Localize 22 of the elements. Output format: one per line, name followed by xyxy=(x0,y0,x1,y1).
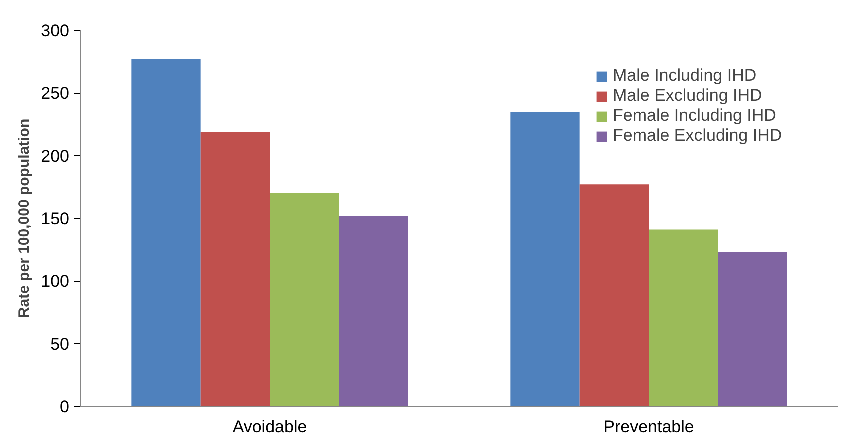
legend-label: Female Including IHD xyxy=(613,106,776,126)
bar xyxy=(339,216,408,406)
y-tick-label: 0 xyxy=(60,398,70,416)
bar xyxy=(580,184,649,406)
bar xyxy=(718,252,788,406)
bar xyxy=(270,193,340,406)
bar xyxy=(132,59,201,406)
x-tick-label: Preventable xyxy=(604,418,694,436)
legend-label: Female Excluding IHD xyxy=(613,126,782,146)
bar xyxy=(649,230,718,406)
y-tick-label: 300 xyxy=(41,22,70,40)
bar xyxy=(200,132,270,406)
legend-label: Male Including IHD xyxy=(613,66,757,86)
x-tick-label: Avoidable xyxy=(232,418,308,436)
bar xyxy=(510,112,580,406)
y-tick-label: 100 xyxy=(41,272,70,292)
y-axis-title: Rate per 100,000 population xyxy=(16,118,34,318)
y-tick-label: 150 xyxy=(41,210,70,228)
y-tick-label: 50 xyxy=(50,334,70,354)
y-tick-label: 250 xyxy=(41,84,70,104)
y-tick-label: 200 xyxy=(41,146,70,166)
legend-label: Male Excluding IHD xyxy=(613,86,762,106)
